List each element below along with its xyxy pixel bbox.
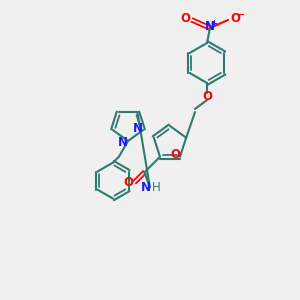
Text: N: N (133, 122, 143, 135)
Text: N: N (141, 181, 151, 194)
Text: H: H (152, 181, 160, 194)
Text: O: O (180, 13, 190, 26)
Text: O: O (170, 148, 180, 161)
Text: O: O (230, 13, 240, 26)
Text: N: N (205, 20, 215, 34)
Text: O: O (202, 89, 212, 103)
Text: N: N (118, 136, 128, 148)
Text: O: O (124, 176, 134, 189)
Text: −: − (237, 10, 245, 20)
Text: +: + (211, 19, 218, 28)
